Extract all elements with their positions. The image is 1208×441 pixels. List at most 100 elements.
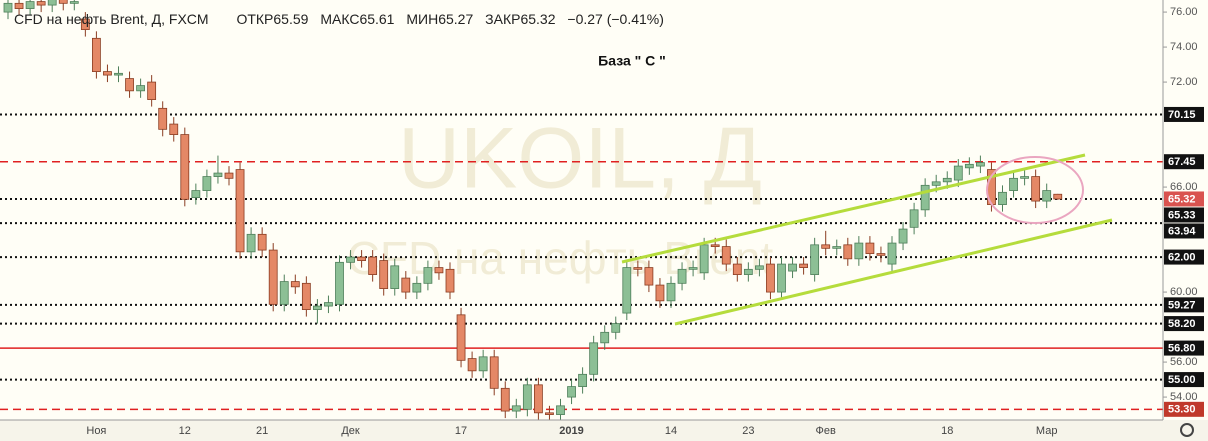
- level-label: 59.27: [1168, 299, 1196, 311]
- time-axis: [0, 420, 1208, 441]
- x-tick-label: 2019: [559, 425, 583, 437]
- candle-body: [942, 177, 952, 183]
- candle-body: [224, 172, 234, 179]
- candle-body: [821, 244, 831, 249]
- x-tick-label: 18: [941, 425, 953, 437]
- y-tick-label: 54.00: [1170, 391, 1198, 403]
- candle-body: [854, 242, 864, 260]
- candle-body: [964, 163, 974, 169]
- level-label: 67.45: [1168, 156, 1196, 168]
- candle-body: [600, 331, 610, 344]
- candle-body: [755, 265, 764, 270]
- candle-body: [357, 256, 367, 261]
- candle-body: [268, 249, 278, 305]
- low-label: МИН: [406, 11, 438, 27]
- level-label-box: [1164, 401, 1204, 417]
- candle-body: [114, 72, 123, 76]
- candle-body: [976, 162, 985, 167]
- x-tick-label: 23: [742, 425, 754, 437]
- candle-body: [589, 342, 599, 375]
- candle-body: [368, 256, 378, 275]
- level-label: 55.00: [1168, 374, 1196, 386]
- candle-body: [920, 184, 930, 211]
- trend-line: [621, 153, 1086, 264]
- candle-body: [511, 405, 521, 412]
- candle-body: [489, 356, 499, 389]
- candle-body: [379, 260, 389, 289]
- settings-icon[interactable]: [1180, 423, 1194, 437]
- candle-body: [732, 263, 742, 275]
- level-label: 63.94: [1168, 225, 1196, 237]
- symbol: CFD на нефть Brent, Д, FXCM: [14, 11, 209, 27]
- candle-body: [799, 263, 808, 268]
- candle-body: [58, 0, 68, 4]
- candle-body: [721, 246, 731, 265]
- candle-body: [103, 71, 112, 76]
- high-value: 65.61: [359, 11, 394, 27]
- candle-body: [412, 282, 422, 293]
- candle-body: [147, 81, 157, 100]
- candle-body: [434, 267, 444, 274]
- candle-body: [1020, 176, 1029, 179]
- candle-body: [710, 244, 720, 247]
- candle-body: [1053, 193, 1063, 200]
- candle-body: [843, 244, 853, 260]
- candle-body: [80, 18, 90, 30]
- open-value: 65.59: [273, 11, 308, 27]
- candle-body: [578, 373, 587, 387]
- y-tick-label: 60.00: [1170, 286, 1198, 298]
- close-value: 65.32: [520, 11, 555, 27]
- annotation: База " С ": [598, 53, 666, 69]
- candle-body: [655, 284, 665, 302]
- x-tick-label: 21: [256, 425, 268, 437]
- close-label: ЗАКР: [485, 11, 520, 27]
- candle-body: [279, 281, 289, 305]
- candle-body: [257, 233, 267, 251]
- y-tick-label: 72.00: [1170, 76, 1198, 88]
- y-tick-label: 56.00: [1170, 356, 1198, 368]
- candle-body: [324, 302, 333, 307]
- candle-body: [47, 0, 57, 6]
- candle-body: [136, 85, 146, 92]
- candle-body: [478, 356, 488, 372]
- x-tick-label: Фев: [816, 425, 836, 437]
- candle-body: [1031, 176, 1041, 202]
- level-label: 56.80: [1168, 342, 1196, 354]
- candle-body: [699, 244, 709, 274]
- chart-header: CFD на нефть Brent, Д, FXCM ОТКР65.59 МА…: [14, 11, 664, 27]
- candle-body: [810, 244, 820, 275]
- candle-body: [456, 314, 466, 361]
- level-label: 70.15: [1168, 109, 1196, 121]
- candle-body: [622, 267, 632, 314]
- x-tick-label: 12: [179, 425, 191, 437]
- candle-body: [832, 246, 842, 249]
- watermark-group: UKOIL, Д CFD на нефть Brent: [347, 111, 774, 284]
- watermark: UKOIL, Д: [398, 111, 762, 207]
- candle-body: [180, 134, 190, 200]
- x-tick-label: 14: [665, 425, 677, 437]
- candle-body: [865, 242, 875, 254]
- candle-body: [743, 268, 753, 275]
- level-label-box: [1164, 223, 1204, 239]
- candle-body: [36, 1, 46, 6]
- candle-body: [545, 412, 554, 415]
- level-label-box: [1164, 207, 1204, 223]
- watermark-sub: CFD на нефть Brent: [347, 232, 774, 284]
- candle-body: [213, 172, 223, 177]
- candle-body: [390, 265, 400, 289]
- level-label-box: [1164, 316, 1204, 332]
- plot: [0, 0, 1163, 422]
- candle-body: [644, 267, 654, 286]
- high-label: МАКС: [320, 11, 359, 27]
- level-label-box: [1164, 249, 1204, 265]
- candle-body: [953, 165, 963, 181]
- low-value: 65.27: [438, 11, 473, 27]
- candle-body: [346, 256, 355, 263]
- candle-body: [522, 384, 532, 410]
- candle-body: [423, 267, 433, 284]
- candle-body: [191, 190, 201, 198]
- candle-body: [69, 1, 79, 4]
